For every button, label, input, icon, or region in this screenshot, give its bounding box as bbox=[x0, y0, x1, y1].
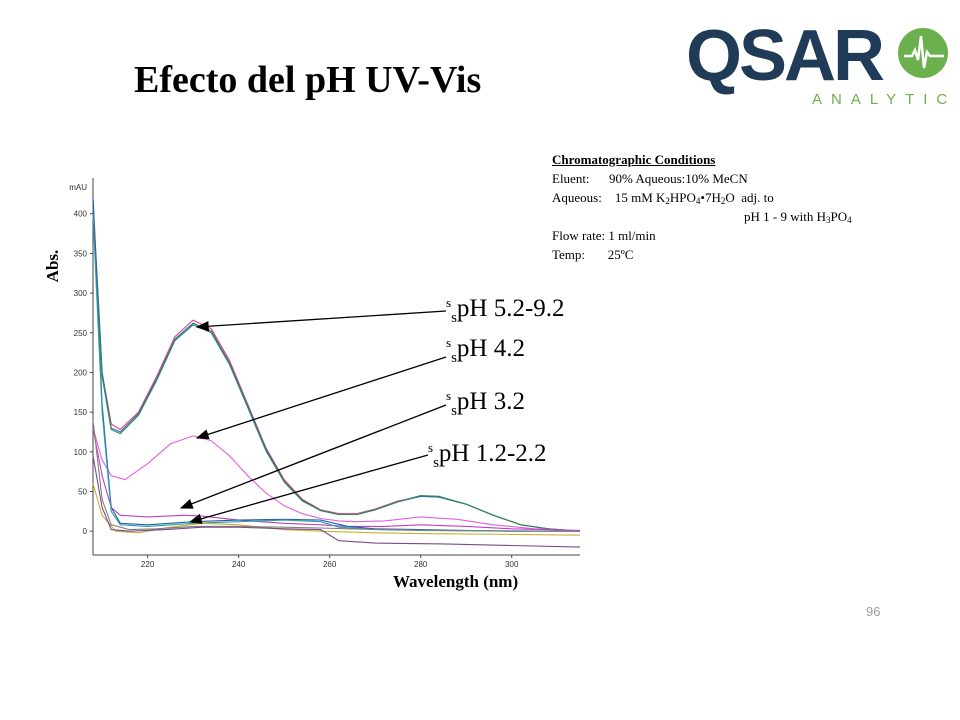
series-line-3 bbox=[92, 205, 581, 532]
aqueous-line2-a: pH 1 - 9 with H bbox=[744, 209, 826, 224]
series-line-8 bbox=[92, 483, 581, 536]
aqueous-label: Aqueous: bbox=[552, 190, 602, 205]
series-line-7 bbox=[92, 213, 580, 532]
aqueous-sub-a: 2 bbox=[665, 196, 670, 206]
x-tick-label: 260 bbox=[323, 560, 337, 569]
eluent-label: Eluent: bbox=[552, 171, 590, 186]
temp-label: Temp: bbox=[552, 247, 586, 262]
eluent-row: Eluent: 90% Aqueous:10% MeCN bbox=[552, 169, 852, 188]
temp-row: Temp: 25ºC bbox=[552, 245, 852, 264]
y-tick-label: 300 bbox=[74, 289, 88, 298]
x-tick-label: 220 bbox=[141, 560, 155, 569]
x-tick-label: 280 bbox=[414, 560, 428, 569]
aqueous-row: Aqueous: 15 mM K2HPO4•7H2O adj. to bbox=[552, 188, 852, 207]
page-title: Efecto del pH UV-Vis bbox=[134, 59, 482, 101]
ph-label-3: sspH 3.2 bbox=[446, 388, 525, 419]
series-line-6 bbox=[92, 197, 580, 532]
aqueous-value-d: O adj. to bbox=[725, 190, 774, 205]
temp-value: 25ºC bbox=[607, 247, 634, 262]
uv-vis-chart: mAU 0 50 100 150 200 250 300 350 400 220 240 260 280 3… bbox=[69, 178, 581, 569]
y-tick-label: 100 bbox=[74, 448, 88, 457]
aqueous-value-b: HPO bbox=[669, 190, 696, 205]
conditions-heading: Chromatographic Conditions bbox=[552, 152, 716, 167]
x-axis-label: Wavelength (nm) bbox=[393, 572, 519, 591]
flow-label: Flow rate: bbox=[552, 228, 606, 243]
aqueous-row-2: pH 1 - 9 with H3PO4 bbox=[552, 207, 852, 226]
logo-sub-text: ANALYTICS bbox=[812, 91, 952, 108]
flow-row: Flow rate: 1 ml/min bbox=[552, 226, 852, 245]
aqueous-line2-sub-b: 4 bbox=[847, 215, 852, 225]
aqueous-value-c: •7H bbox=[700, 190, 721, 205]
y-tick-label: 200 bbox=[74, 368, 88, 377]
logo-waveform-icon bbox=[904, 35, 944, 69]
y-tick-label: 50 bbox=[78, 488, 87, 497]
y-unit-label: mAU bbox=[69, 183, 87, 192]
series-line-10 bbox=[92, 455, 581, 548]
aqueous-value-a: 15 mM K bbox=[614, 190, 666, 205]
aqueous-line2-sub-a: 3 bbox=[825, 215, 831, 225]
aqueous-sub-c: 2 bbox=[720, 196, 726, 206]
series-line-2 bbox=[92, 201, 581, 532]
flow-value: 1 ml/min bbox=[608, 228, 656, 243]
y-tick-label: 350 bbox=[74, 249, 88, 258]
logo-main-text: QSAR bbox=[686, 16, 884, 96]
ph-label-4: sspH 4.2 bbox=[446, 335, 525, 366]
eluent-value: 90% Aqueous:10% MeCN bbox=[609, 171, 748, 186]
x-tick-label: 300 bbox=[505, 560, 519, 569]
series-line-1 bbox=[92, 197, 581, 532]
ph-label-1-2: sspH 1.2-2.2 bbox=[428, 440, 547, 471]
page-number: 96 bbox=[866, 604, 881, 619]
y-tick-label: 250 bbox=[74, 329, 88, 338]
chromatographic-conditions: Chromatographic Conditions Eluent: 90% A… bbox=[552, 150, 852, 264]
series-line-9 bbox=[92, 420, 581, 532]
y-tick-label: 150 bbox=[74, 408, 88, 417]
aqueous-sub-b: 4 bbox=[695, 196, 701, 206]
x-tick-label: 240 bbox=[232, 560, 246, 569]
aqueous-line2-b: PO bbox=[830, 209, 848, 224]
ph-label-5-9: sspH 5.2-9.2 bbox=[446, 295, 565, 326]
qsar-analytics-logo: QSAR ANALYTICS bbox=[686, 16, 952, 108]
y-tick-label: 0 bbox=[83, 527, 88, 536]
y-tick-label: 400 bbox=[74, 210, 88, 219]
